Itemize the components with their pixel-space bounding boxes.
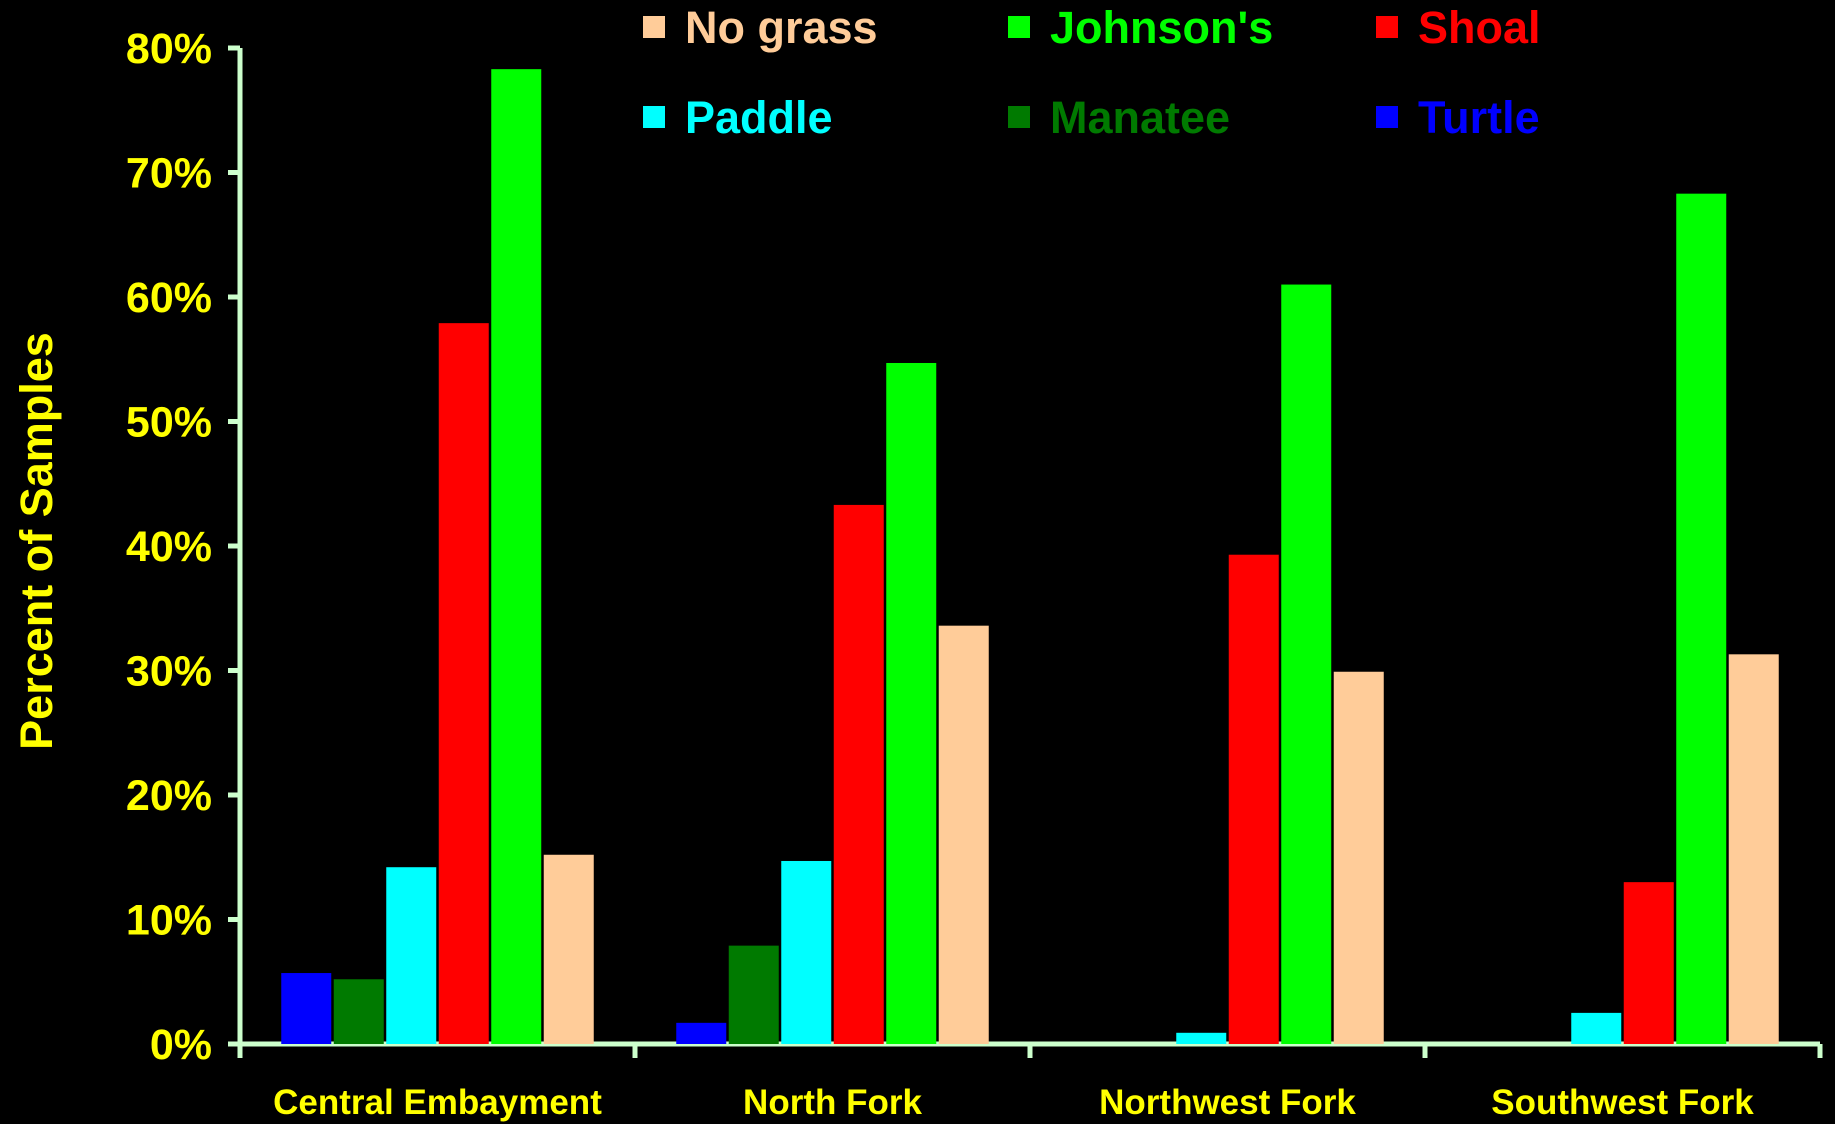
legend-item-paddle: Paddle [643, 92, 833, 143]
bar-no-grass-north-fork [938, 625, 989, 1044]
category-labels: Central Embayment North Fork Northwest For… [273, 1083, 1754, 1122]
bar-shoal-central-embayment [438, 323, 489, 1044]
bar-turtle-central-embayment [281, 973, 332, 1044]
bar-johnson-s-northwest-fork [1281, 284, 1332, 1044]
x-category-label: Southwest Fork [1491, 1083, 1754, 1122]
bar-turtle-north-fork [676, 1022, 727, 1044]
y-tick-label: 20% [126, 772, 212, 820]
legend-label: Shoal [1418, 2, 1541, 53]
y-tick-label: 80% [126, 25, 212, 73]
x-category-label: Northwest Fork [1099, 1083, 1356, 1122]
bar-shoal-southwest-fork [1623, 882, 1674, 1044]
y-ticks: 0% 10% 20% 30% 40% 50% 60% 70% 80% [126, 25, 240, 1069]
legend-swatch [643, 106, 665, 128]
legend: No grass Johnson's Shoal Paddle Manatee Turtl… [643, 2, 1541, 143]
bar-johnson-s-central-embayment [491, 69, 542, 1045]
bar-paddle-north-fork [781, 860, 832, 1044]
legend-swatch [1008, 106, 1030, 128]
legend-item-johnson-s: Johnson's [1008, 2, 1273, 53]
legend-label: No grass [685, 2, 878, 53]
legend-item-turtle: Turtle [1376, 92, 1540, 143]
bar-paddle-southwest-fork [1571, 1012, 1622, 1044]
x-category-label: North Fork [743, 1083, 922, 1122]
bar-no-grass-southwest-fork [1728, 654, 1779, 1044]
legend-swatch [1008, 16, 1030, 38]
bar-shoal-north-fork [833, 504, 884, 1044]
legend-label: Paddle [685, 92, 833, 143]
y-tick-label: 60% [126, 274, 212, 322]
y-tick-label: 70% [126, 150, 212, 198]
bars [281, 69, 1779, 1045]
bar-shoal-northwest-fork [1228, 554, 1279, 1044]
bar-manatee-north-fork [728, 945, 779, 1044]
legend-item-no-grass: No grass [643, 2, 878, 53]
y-tick-label: 10% [126, 897, 212, 945]
legend-swatch [1376, 16, 1398, 38]
y-tick-label: 40% [126, 523, 212, 571]
y-axis-label: Percent of Samples [11, 332, 62, 750]
bar-paddle-central-embayment [386, 867, 437, 1044]
legend-label: Manatee [1050, 92, 1230, 143]
legend-label: Johnson's [1050, 2, 1273, 53]
y-tick-label: 30% [126, 648, 212, 696]
bar-manatee-central-embayment [333, 979, 384, 1044]
y-tick-label: 0% [150, 1021, 212, 1069]
x-category-label: Central Embayment [273, 1083, 602, 1122]
legend-swatch [1376, 106, 1398, 128]
bar-no-grass-central-embayment [543, 854, 594, 1044]
y-tick-label: 50% [126, 399, 212, 447]
legend-swatch [643, 16, 665, 38]
legend-item-manatee: Manatee [1008, 92, 1230, 143]
bar-johnson-s-southwest-fork [1676, 193, 1727, 1045]
legend-item-shoal: Shoal [1376, 2, 1541, 53]
bar-paddle-northwest-fork [1176, 1032, 1227, 1044]
legend-label: Turtle [1418, 92, 1540, 143]
bar-no-grass-northwest-fork [1333, 671, 1384, 1044]
bar-johnson-s-north-fork [886, 362, 937, 1044]
